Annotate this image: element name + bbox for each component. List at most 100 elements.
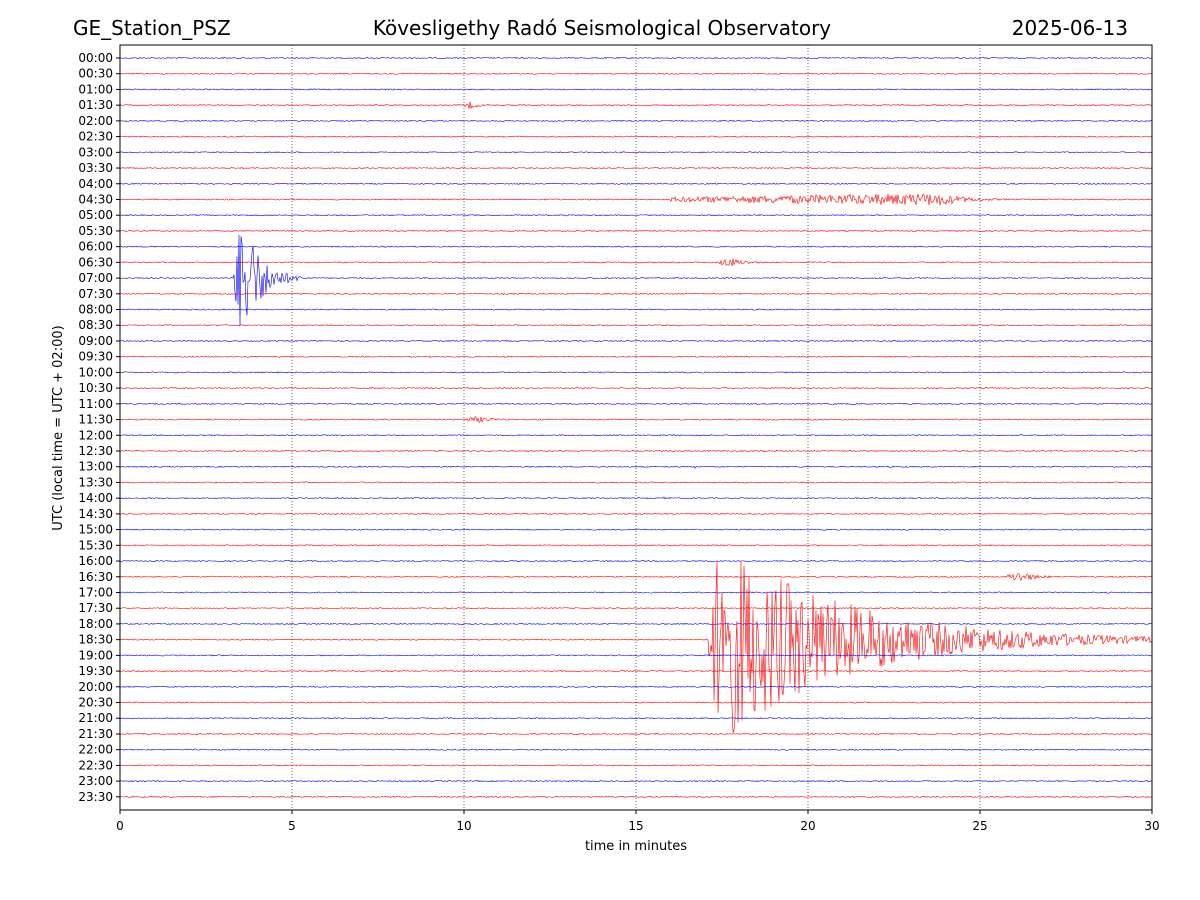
trace-0530	[119, 229, 1153, 232]
trace-1400	[119, 496, 1153, 500]
y-tick-label: 05:00	[78, 208, 113, 222]
trace-1230	[119, 449, 1153, 453]
trace-1600	[119, 560, 1153, 563]
y-tick-label: 19:30	[78, 664, 113, 678]
y-tick-label: 16:30	[78, 570, 113, 584]
trace-1630	[119, 573, 1153, 582]
y-tick-label: 03:30	[78, 161, 113, 175]
x-tick-label: 5	[288, 819, 296, 833]
y-tick-label: 19:00	[78, 648, 113, 662]
trace-0000	[119, 56, 1153, 59]
trace-1900	[119, 654, 1153, 657]
y-tick-label: 16:00	[78, 554, 113, 568]
y-tick-label: 07:30	[78, 287, 113, 301]
y-tick-label: 23:00	[78, 774, 113, 788]
y-tick-label: 02:00	[78, 114, 113, 128]
y-tick-label: 12:00	[78, 428, 113, 442]
trace-0100	[119, 88, 1153, 91]
trace-0600	[119, 245, 1153, 248]
y-tick-label: 22:30	[78, 758, 113, 772]
y-tick-label: 17:30	[78, 601, 113, 615]
x-tick-label: 30	[1144, 819, 1159, 833]
y-tick-label: 20:30	[78, 696, 113, 710]
trace-group	[119, 56, 1153, 798]
trace-1530	[119, 544, 1153, 547]
x-tick-label: 20	[800, 819, 815, 833]
trace-0430	[119, 193, 1153, 206]
y-tick-label: 17:00	[78, 585, 113, 599]
x-tick-label: 25	[972, 819, 987, 833]
date-label: 2025-06-13	[1012, 16, 1128, 40]
trace-1930	[119, 670, 1153, 673]
trace-0700	[119, 234, 1153, 327]
y-tick-label: 14:00	[78, 491, 113, 505]
trace-1730	[119, 607, 1153, 610]
y-tick-label: 18:00	[78, 617, 113, 631]
trace-0200	[119, 119, 1153, 122]
y-tick-label: 08:00	[78, 303, 113, 317]
trace-2030	[119, 701, 1153, 704]
chart-title: Kövesligethy Radó Seismological Observat…	[373, 16, 831, 40]
y-tick-label: 21:30	[78, 727, 113, 741]
trace-0400	[119, 182, 1153, 185]
x-tick-label: 10	[456, 819, 471, 833]
trace-0230	[119, 135, 1153, 138]
trace-1300	[119, 465, 1153, 469]
y-tick-label: 08:30	[78, 318, 113, 332]
y-tick-label: 15:30	[78, 538, 113, 552]
y-tick-label: 00:00	[78, 51, 113, 65]
y-tick-label: 11:30	[78, 413, 113, 427]
x-axis: 0 5 10 15 20 25 30	[116, 810, 1160, 833]
trace-0030	[119, 72, 1153, 75]
y-tick-label: 09:00	[78, 334, 113, 348]
trace-0800	[119, 308, 1153, 311]
y-tick-label: 01:30	[78, 98, 113, 112]
x-axis-label: time in minutes	[585, 839, 687, 854]
y-tick-label: 07:00	[78, 271, 113, 285]
grid-lines	[291, 45, 981, 810]
trace-1700	[119, 591, 1153, 594]
y-tick-label: 23:30	[78, 790, 113, 804]
y-tick-label: 11:00	[78, 397, 113, 411]
y-tick-label: 09:30	[78, 350, 113, 364]
y-tick-label: 03:00	[78, 145, 113, 159]
y-tick-label: 06:30	[78, 255, 113, 269]
trace-2000	[119, 685, 1153, 688]
trace-1030	[119, 387, 1153, 390]
trace-1330	[119, 481, 1153, 484]
trace-2300	[119, 780, 1153, 783]
trace-0930	[119, 355, 1153, 358]
y-tick-label: 04:30	[78, 192, 113, 206]
y-tick-label: 02:30	[78, 130, 113, 144]
trace-1430	[119, 512, 1153, 515]
trace-2230	[119, 764, 1153, 767]
trace-2200	[119, 748, 1153, 751]
trace-0830	[119, 324, 1153, 327]
y-tick-label: 05:30	[78, 224, 113, 238]
trace-0330	[119, 166, 1153, 170]
y-tick-label: 21:00	[78, 711, 113, 725]
y-tick-label: 01:00	[78, 82, 113, 96]
trace-0630	[119, 258, 1153, 267]
y-axis-label: UTC (local time = UTC + 02:00)	[51, 325, 66, 530]
y-tick-label: 15:00	[78, 523, 113, 537]
trace-2330	[119, 795, 1153, 798]
y-tick-label: 00:30	[78, 67, 113, 81]
trace-0900	[119, 339, 1153, 342]
y-tick-label: 10:00	[78, 365, 113, 379]
y-tick-label: 10:30	[78, 381, 113, 395]
y-tick-label: 14:30	[78, 507, 113, 521]
trace-1800	[119, 622, 1153, 625]
trace-1200	[119, 434, 1153, 437]
trace-1500	[119, 528, 1153, 531]
station-name: GE_Station_PSZ	[73, 16, 231, 40]
trace-1000	[119, 371, 1153, 374]
trace-2100	[119, 717, 1153, 720]
trace-1130	[119, 416, 1153, 423]
trace-2130	[119, 732, 1153, 736]
y-tick-label: 13:00	[78, 460, 113, 474]
y-tick-label: 04:00	[78, 177, 113, 191]
trace-0500	[119, 214, 1153, 217]
